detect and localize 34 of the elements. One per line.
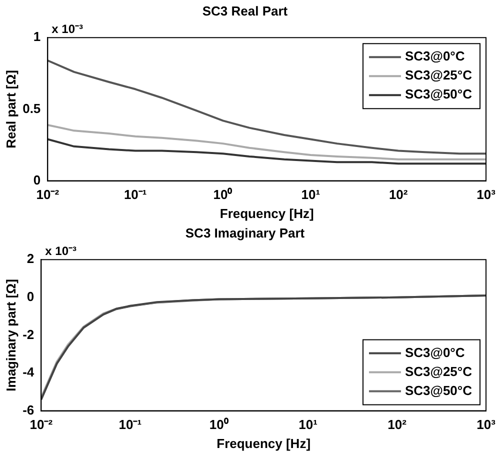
legend-label: SC3@50°C bbox=[404, 382, 473, 398]
y-tick-label: 2 bbox=[26, 251, 34, 266]
x-axis-title: Frequency [Hz] bbox=[220, 206, 314, 221]
x-tick-label: 10¹ bbox=[301, 187, 320, 202]
y-axis-title: Real part [Ω] bbox=[3, 70, 18, 148]
x-tick-label: 10² bbox=[388, 417, 408, 432]
legend-label: SC3@25°C bbox=[404, 68, 473, 83]
y-tick-label: -4 bbox=[22, 364, 35, 380]
x-tick-label: 10⁰ bbox=[209, 417, 229, 432]
legend-label: SC3@0°C bbox=[404, 48, 466, 64]
y-tick-label: -6 bbox=[22, 402, 34, 418]
x-tick-label: 10³ bbox=[476, 417, 496, 432]
y-tick-label: 0 bbox=[33, 172, 41, 188]
y-tick-label: -2 bbox=[22, 326, 34, 342]
y-tick-label: 1 bbox=[33, 29, 41, 44]
text: x 10⁻³ bbox=[52, 22, 84, 36]
text: x 10⁻³ bbox=[45, 244, 77, 258]
x-tick-label: 10² bbox=[388, 187, 408, 202]
y-axis-title: Imaginary part [Ω] bbox=[3, 279, 18, 392]
x-tick-label: 10⁻² bbox=[36, 187, 60, 202]
x-tick-label: 10⁻¹ bbox=[124, 187, 147, 202]
legend-label: SC3@25°C bbox=[404, 364, 473, 379]
legend-label: SC3@50°C bbox=[404, 86, 473, 102]
x-tick-label: 10⁰ bbox=[213, 187, 233, 202]
y-tick-label: 0.5 bbox=[22, 100, 41, 116]
x-axis-title: Frequency [Hz] bbox=[216, 436, 311, 451]
chart-title: SC3 Imaginary Part bbox=[185, 225, 306, 240]
y-tick-label: 0 bbox=[26, 288, 34, 304]
x-tick-label: 10⁻² bbox=[30, 417, 54, 432]
legend-label: SC3@0°C bbox=[404, 344, 466, 360]
x-tick-label: 10¹ bbox=[298, 417, 318, 432]
x-tick-label: 10³ bbox=[476, 187, 496, 202]
x-tick-label: 10⁻¹ bbox=[118, 417, 142, 432]
chart-title: SC3 Real Part bbox=[202, 3, 288, 18]
